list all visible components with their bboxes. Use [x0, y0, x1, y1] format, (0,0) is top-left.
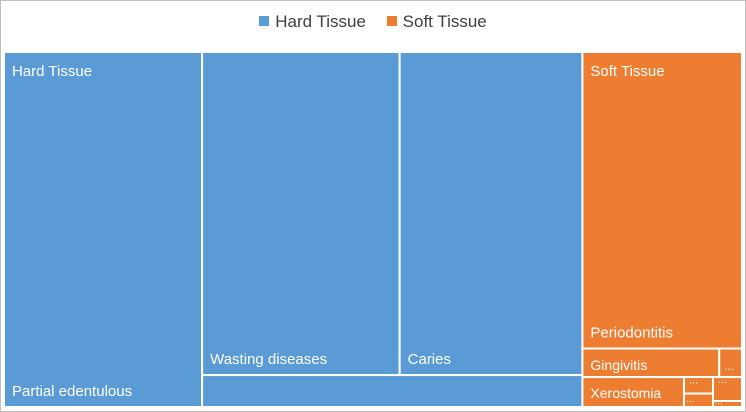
legend-item-hard-tissue: Hard Tissue: [259, 12, 366, 32]
label-wasting-diseases: Wasting diseases: [210, 351, 327, 368]
label-soft-tissue-other-2: ...: [689, 375, 698, 387]
tile-xerostomia: [581, 376, 685, 409]
treemap-tiles: [3, 51, 743, 409]
label-partial-edentulous: Partial edentulous: [12, 383, 132, 400]
label-soft-tissue-other-1: ...: [724, 359, 734, 373]
label-gingivitis: Gingivitis: [590, 357, 647, 373]
label-periodontitis: Periodontitis: [590, 325, 673, 342]
tile-soft-tissue-other-5: [711, 400, 743, 408]
treemap-labels: Partial edentulous Wasting diseases Caries…: [12, 63, 734, 406]
label-group-soft-tissue: Soft Tissue: [590, 63, 664, 80]
legend-swatch-soft-tissue: [386, 15, 397, 26]
label-caries: Caries: [408, 351, 451, 368]
label-group-hard-tissue: Hard Tissue: [12, 63, 92, 80]
tile-caries: [398, 51, 584, 377]
tile-periodontitis: [581, 51, 743, 350]
legend-item-soft-tissue: Soft Tissue: [386, 12, 487, 32]
legend: Hard Tissue Soft Tissue: [0, 12, 746, 32]
tile-hard-tissue-other: [201, 374, 584, 408]
tile-partial-edentulous: [3, 51, 204, 408]
legend-swatch-hard-tissue: [259, 15, 270, 26]
label-soft-tissue-other-5: ...: [715, 396, 723, 406]
tile-wasting-diseases: [201, 51, 401, 377]
label-soft-tissue-other-3: ...: [686, 394, 694, 405]
legend-label-soft-tissue: Soft Tissue: [402, 12, 487, 31]
label-xerostomia: Xerostomia: [590, 385, 661, 401]
legend-label-hard-tissue: Hard Tissue: [275, 12, 366, 31]
label-soft-tissue-other-4: ...: [718, 374, 727, 386]
